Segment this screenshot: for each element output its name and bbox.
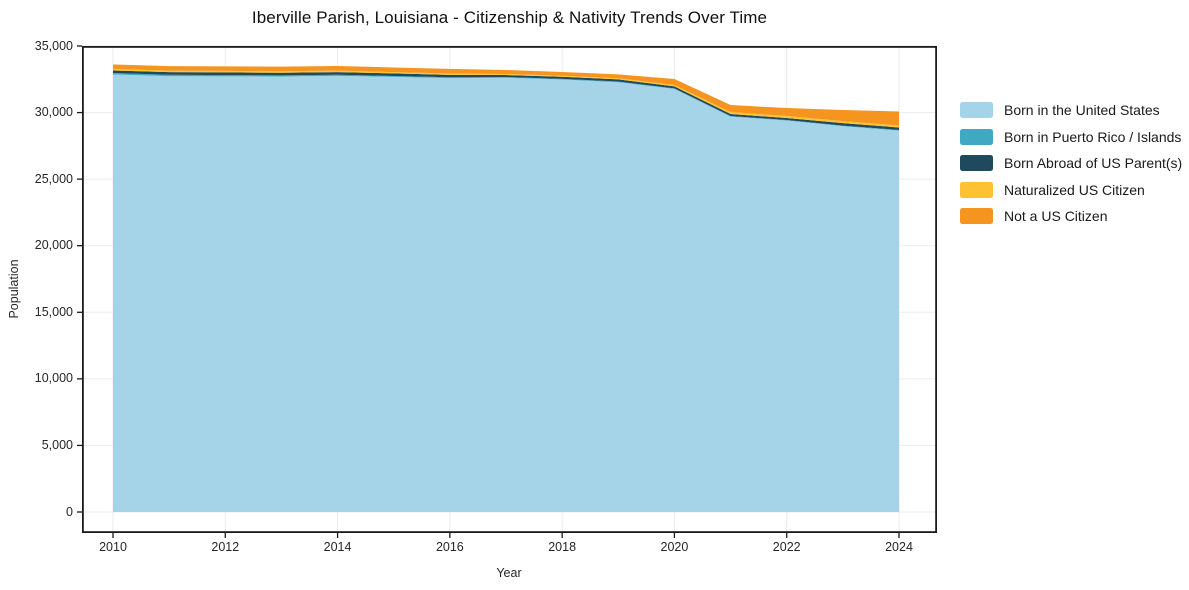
- x-tick-label: 2010: [99, 540, 127, 554]
- x-tick-label: 2024: [885, 540, 913, 554]
- y-tick-label: 0: [66, 504, 73, 519]
- legend-swatch-icon: [960, 102, 993, 118]
- legend-label: Naturalized US Citizen: [1004, 181, 1145, 198]
- y-tick-label: 30,000: [34, 105, 73, 120]
- legend-label: Born in the United States: [1004, 102, 1160, 118]
- y-axis-title: Population: [7, 259, 21, 319]
- legend-item-born-abroad-of-us-parent-s: Born Abroad of US Parent(s): [960, 153, 1182, 173]
- legend-label: Not a US Citizen: [1004, 208, 1108, 224]
- y-tick-label: 5,000: [41, 437, 73, 452]
- legend-item-not-a-us-citizen: Not a US Citizen: [960, 206, 1182, 226]
- legend-label: Born Abroad of US Parent(s): [1004, 155, 1183, 171]
- y-tick-label: 35,000: [34, 38, 73, 53]
- legend-swatch-icon: [960, 155, 993, 171]
- legend-swatch-icon: [960, 181, 993, 198]
- legend-item-born-in-puerto-rico-islands: Born in Puerto Rico / Islands: [960, 127, 1182, 147]
- y-tick-label: 10,000: [34, 371, 73, 386]
- y-tick-label: 25,000: [34, 171, 73, 186]
- legend-item-naturalized-us-citizen: Naturalized US Citizen: [960, 180, 1182, 200]
- plot-area: [77, 45, 938, 538]
- area-not-a-us-citizen: [113, 64, 899, 126]
- y-tick-label: 20,000: [34, 238, 73, 253]
- chart-title: Iberville Parish, Louisiana - Citizenshi…: [251, 8, 768, 27]
- legend-swatch-icon: [960, 128, 993, 145]
- x-tick-label: 2022: [772, 540, 801, 554]
- area-born-in-the-united-states: [113, 74, 899, 513]
- y-tick-label: 15,000: [34, 304, 73, 319]
- plot-border: [81, 45, 938, 534]
- x-tick-label: 2018: [548, 540, 577, 554]
- x-tick-label: 2016: [435, 540, 464, 554]
- x-tick-label: 2020: [660, 540, 689, 554]
- x-axis-title: Year: [496, 566, 522, 580]
- x-tick-label: 2014: [323, 540, 352, 554]
- legend-item-born-in-the-united-states: Born in the United States: [960, 100, 1182, 120]
- legend: Born in the United States Born in Puerto …: [960, 100, 1182, 233]
- x-tick-label: 2012: [211, 540, 240, 554]
- legend-swatch-icon: [960, 208, 993, 224]
- legend-label: Born in Puerto Rico / Islands: [1004, 128, 1182, 145]
